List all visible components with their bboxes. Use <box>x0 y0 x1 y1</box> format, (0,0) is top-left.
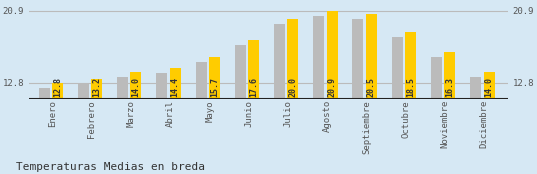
Text: 20.9: 20.9 <box>328 77 337 97</box>
Bar <box>431 57 442 99</box>
Bar <box>391 37 403 99</box>
Text: 13.2: 13.2 <box>92 77 101 97</box>
Bar <box>444 52 455 99</box>
Bar <box>366 14 377 99</box>
Text: 18.5: 18.5 <box>406 77 415 97</box>
Bar <box>170 69 180 99</box>
Bar <box>78 84 89 99</box>
Bar <box>248 40 259 99</box>
Bar <box>313 16 324 99</box>
Text: 14.0: 14.0 <box>132 77 140 97</box>
Text: 12.8: 12.8 <box>53 77 62 97</box>
Text: 14.0: 14.0 <box>484 77 494 97</box>
Bar <box>117 77 128 99</box>
Bar <box>326 11 338 99</box>
Bar <box>39 88 49 99</box>
Bar <box>91 79 102 99</box>
Text: 20.5: 20.5 <box>367 77 376 97</box>
Bar <box>483 72 495 99</box>
Bar <box>470 77 481 99</box>
Bar <box>287 19 299 99</box>
Bar <box>195 62 207 99</box>
Bar <box>209 57 220 99</box>
Text: 15.7: 15.7 <box>210 77 219 97</box>
Text: Temperaturas Medias en breda: Temperaturas Medias en breda <box>16 162 205 172</box>
Text: 16.3: 16.3 <box>445 77 454 97</box>
Text: 14.4: 14.4 <box>171 77 179 97</box>
Bar <box>274 24 285 99</box>
Bar <box>235 45 246 99</box>
Bar <box>156 73 167 99</box>
Text: 17.6: 17.6 <box>249 77 258 97</box>
Bar <box>352 19 364 99</box>
Bar <box>52 83 63 99</box>
Text: 20.0: 20.0 <box>288 77 297 97</box>
Bar <box>130 72 141 99</box>
Bar <box>405 32 416 99</box>
